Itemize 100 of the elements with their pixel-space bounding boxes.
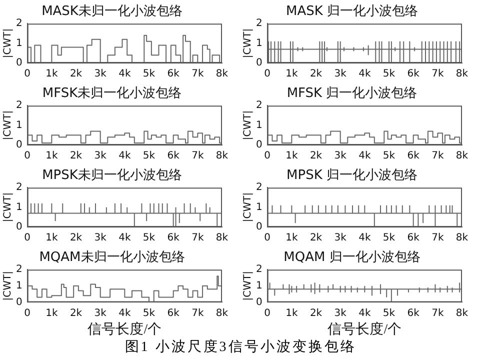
- y-tick-label: 1: [256, 120, 262, 131]
- y-tick-label: 1: [16, 280, 22, 292]
- x-tick-label: 2k: [70, 150, 82, 162]
- x-tick-label: 6k: [407, 68, 420, 80]
- x-tick-label: 4k: [358, 68, 371, 80]
- chart-title: MFSK未归一化小波包络: [42, 86, 182, 102]
- x-tick-label: 3k: [334, 68, 347, 80]
- x-tick-label: 3k: [94, 68, 107, 80]
- x-tick-label: 5k: [382, 150, 396, 162]
- x-tick-label: 7k: [432, 308, 444, 319]
- y-axis-title: |CWT|: [2, 28, 14, 58]
- y-tick-label: 2: [256, 182, 262, 194]
- x-tick-label: 7k: [192, 308, 204, 319]
- x-tick-label: 0: [264, 308, 271, 319]
- x-tick-label: 8k: [456, 308, 468, 319]
- x-tick-label: 7k: [432, 150, 444, 162]
- x-tick-label: 6k: [407, 232, 420, 244]
- y-tick-label: 1: [16, 120, 22, 131]
- chart-title: MQAM 归一化小波包络: [284, 250, 420, 266]
- x-tick-label: 3k: [334, 232, 347, 244]
- y-tick-label: 2: [16, 18, 22, 30]
- y-tick-label: 2: [16, 264, 22, 276]
- x-tick-label: 3k: [334, 308, 347, 319]
- y-tick-label: 1: [256, 38, 262, 49]
- y-tick-label: 0: [16, 296, 22, 308]
- chart-title: MASK未归一化小波包络: [42, 4, 182, 20]
- y-axis-title: |CWT|: [2, 271, 14, 301]
- y-tick-label: 1: [16, 38, 22, 49]
- y-tick-label: 2: [256, 100, 262, 112]
- x-tick-label: 8k: [216, 68, 228, 80]
- x-tick-label: 7k: [432, 68, 444, 80]
- y-tick-label: 2: [256, 18, 262, 30]
- y-axis-title: |CWT|: [242, 110, 254, 140]
- x-tick-label: 4k: [118, 150, 131, 162]
- x-tick-label: 7k: [192, 232, 204, 244]
- chart-title: MASK 归一化小波包络: [286, 4, 418, 20]
- x-tick-label: 2k: [310, 308, 322, 319]
- x-tick-label: 6k: [167, 68, 180, 80]
- x-tick-label: 1k: [286, 232, 298, 244]
- x-tick-label: 1k: [286, 308, 298, 319]
- x-tick-label: 2k: [310, 232, 322, 244]
- x-tick-label: 3k: [334, 150, 347, 162]
- x-tick-label: 2k: [310, 150, 322, 162]
- x-tick-label: 7k: [192, 68, 204, 80]
- y-tick-label: 0: [256, 58, 262, 69]
- x-axis-title: 信号长度/个: [88, 321, 162, 338]
- x-tick-label: 8k: [216, 150, 228, 162]
- x-tick-label: 6k: [167, 232, 180, 244]
- x-tick-label: 4k: [118, 232, 131, 244]
- y-axis-title: |CWT|: [2, 110, 14, 140]
- x-tick-label: 8k: [216, 308, 228, 319]
- y-tick-label: 1: [256, 280, 262, 292]
- x-tick-label: 0: [24, 68, 31, 80]
- x-tick-label: 0: [264, 150, 271, 162]
- y-tick-label: 0: [16, 58, 22, 69]
- x-tick-label: 5k: [382, 232, 396, 244]
- x-tick-label: 1k: [286, 150, 298, 162]
- x-tick-label: 0: [264, 232, 271, 244]
- y-tick-label: 0: [256, 222, 262, 233]
- y-axis-title: |CWT|: [242, 192, 254, 222]
- y-axis-title: |CWT|: [242, 28, 254, 58]
- y-tick-label: 2: [16, 182, 22, 194]
- y-tick-label: 1: [256, 202, 262, 213]
- y-tick-label: 1: [16, 202, 22, 213]
- x-tick-label: 8k: [216, 232, 228, 244]
- x-tick-label: 6k: [167, 150, 180, 162]
- x-tick-label: 5k: [142, 232, 156, 244]
- x-tick-label: 0: [264, 68, 271, 80]
- x-tick-label: 5k: [142, 68, 156, 80]
- x-tick-label: 7k: [432, 232, 444, 244]
- x-axis-title: 信号长度/个: [328, 321, 402, 338]
- x-tick-label: 7k: [192, 150, 204, 162]
- x-tick-label: 2k: [310, 68, 322, 80]
- x-tick-label: 3k: [94, 150, 107, 162]
- x-tick-label: 4k: [358, 150, 371, 162]
- x-tick-label: 5k: [142, 308, 156, 319]
- x-tick-label: 1k: [46, 308, 58, 319]
- x-tick-label: 8k: [456, 68, 468, 80]
- x-tick-label: 1k: [46, 68, 58, 80]
- x-tick-label: 1k: [46, 150, 58, 162]
- x-tick-label: 5k: [142, 150, 156, 162]
- x-tick-label: 6k: [167, 308, 180, 319]
- x-tick-label: 6k: [407, 308, 420, 319]
- x-tick-label: 3k: [94, 308, 107, 319]
- x-tick-label: 1k: [286, 68, 298, 80]
- x-tick-label: 2k: [70, 68, 82, 80]
- x-tick-label: 8k: [456, 232, 468, 244]
- y-tick-label: 0: [256, 140, 262, 151]
- y-axis-title: |CWT|: [2, 192, 14, 222]
- chart-title: MPSK 归一化小波包络: [286, 168, 418, 184]
- y-tick-label: 2: [16, 100, 22, 112]
- x-tick-label: 8k: [456, 150, 468, 162]
- x-tick-label: 0: [24, 150, 31, 162]
- x-tick-label: 0: [24, 232, 31, 244]
- x-tick-label: 4k: [118, 308, 131, 319]
- x-tick-label: 2k: [70, 232, 82, 244]
- x-tick-label: 5k: [382, 308, 396, 319]
- x-tick-label: 0: [24, 308, 31, 319]
- chart-title: MFSK 归一化小波包络: [286, 86, 418, 102]
- x-tick-label: 2k: [70, 308, 82, 319]
